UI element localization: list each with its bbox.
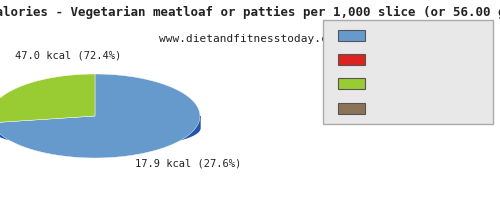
Polygon shape <box>0 74 200 158</box>
FancyBboxPatch shape <box>338 102 365 114</box>
Polygon shape <box>0 116 200 148</box>
Text: Calories - Vegetarian meatloaf or patties per 1,000 slice (or 56.00 g): Calories - Vegetarian meatloaf or pattie… <box>0 6 500 19</box>
Text: protein: protein <box>378 31 425 41</box>
Text: 17.9 kcal (27.6%): 17.9 kcal (27.6%) <box>135 159 241 169</box>
FancyBboxPatch shape <box>338 54 365 65</box>
FancyBboxPatch shape <box>338 30 365 41</box>
Polygon shape <box>0 74 95 123</box>
Text: www.dietandfitnesstoday.com: www.dietandfitnesstoday.com <box>159 34 341 44</box>
FancyBboxPatch shape <box>338 78 365 89</box>
Text: 47.0 kcal (72.4%): 47.0 kcal (72.4%) <box>15 51 121 61</box>
Text: carbs: carbs <box>378 79 411 89</box>
FancyBboxPatch shape <box>322 20 492 124</box>
Text: alcohol: alcohol <box>378 103 425 113</box>
Text: fat: fat <box>378 55 398 65</box>
